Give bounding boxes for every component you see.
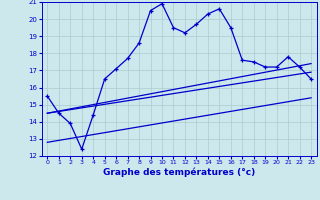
X-axis label: Graphe des températures (°c): Graphe des températures (°c)	[103, 168, 255, 177]
